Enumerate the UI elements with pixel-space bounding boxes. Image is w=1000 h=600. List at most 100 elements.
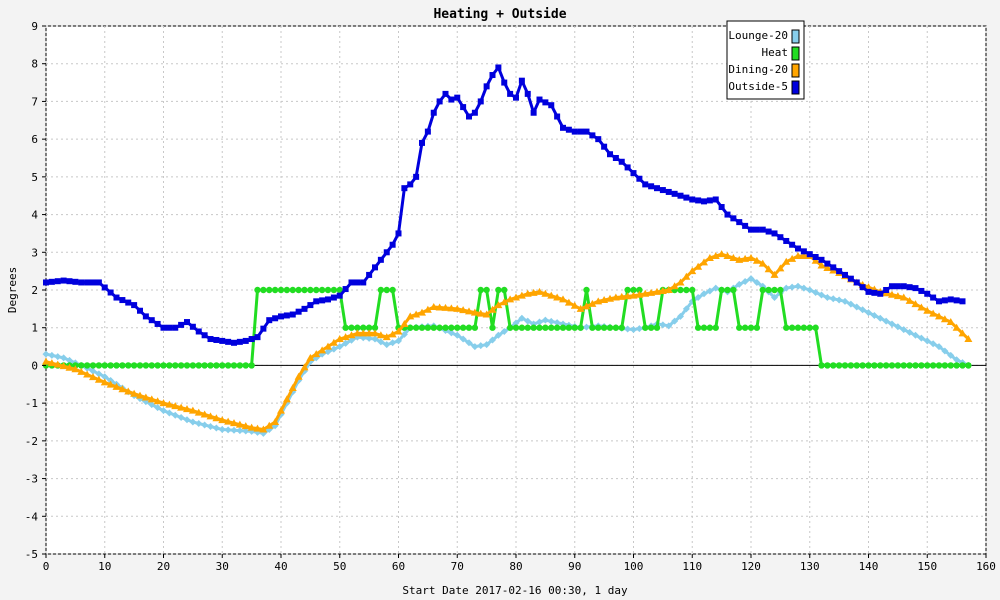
x-tick-label: 140 [859,560,879,573]
data-point-lounge-20 [524,317,532,325]
data-point-dining-20 [952,323,961,331]
data-point-lounge-20 [494,331,502,339]
data-point-lounge-20 [823,294,831,302]
data-point-dining-20 [764,265,773,273]
data-point-outside-5 [536,96,543,103]
data-point-heat [818,362,825,369]
x-tick-label: 10 [98,560,111,573]
data-point-lounge-20 [389,339,397,347]
data-point-heat [759,286,766,294]
data-point-dining-20 [893,292,902,300]
data-point-dining-20 [394,327,403,335]
data-point-lounge-20 [177,413,185,421]
data-point-heat [853,362,860,369]
data-point-heat [195,362,202,369]
data-point-heat [783,324,790,331]
data-point-outside-5 [795,245,801,252]
legend-label-lounge-20: Lounge-20 [728,29,788,42]
data-point-dining-20 [958,329,967,337]
data-point-outside-5 [413,173,420,180]
data-point-dining-20 [899,293,908,301]
x-tick-label: 130 [800,560,820,573]
data-point-dining-20 [288,384,297,392]
data-point-heat [953,362,960,369]
data-point-dining-20 [365,329,374,337]
data-point-dining-20 [341,333,350,341]
x-tick-label: 0 [43,560,50,573]
data-point-lounge-20 [917,334,925,342]
data-point-heat [830,362,837,369]
data-point-lounge-20 [806,286,814,294]
data-point-outside-5 [636,175,643,182]
data-point-dining-20 [423,305,432,313]
data-point-heat [636,286,643,294]
data-point-dining-20 [711,252,720,260]
data-point-dining-20 [194,408,203,416]
y-tick-label: 1 [31,322,38,335]
data-point-heat [824,362,831,369]
data-point-heat [730,286,737,294]
data-point-heat [788,324,796,331]
data-point-dining-20 [617,292,626,300]
data-point-dining-20 [124,387,133,395]
data-point-outside-5 [336,292,343,299]
data-point-outside-5 [236,338,243,345]
data-point-heat [600,324,608,331]
data-point-outside-5 [137,307,143,314]
data-point-outside-5 [648,183,655,190]
data-point-outside-5 [460,104,467,111]
data-point-outside-5 [513,94,519,101]
data-point-lounge-20 [536,318,543,326]
data-point-dining-20 [83,370,92,378]
data-point-dining-20 [923,306,932,314]
data-point-dining-20 [418,308,426,316]
data-point-outside-5 [430,109,437,116]
data-point-outside-5 [266,317,273,324]
data-point-outside-5 [706,197,713,204]
data-point-heat [248,362,255,369]
data-point-dining-20 [453,304,462,312]
data-point-dining-20 [888,290,896,298]
data-point-lounge-20 [635,325,643,333]
data-point-dining-20 [629,291,638,299]
data-point-dining-20 [594,297,603,305]
data-point-heat [959,362,966,369]
data-point-heat [683,286,690,294]
data-point-dining-20 [376,331,385,339]
data-point-heat [700,324,708,331]
data-point-dining-20 [159,399,168,407]
data-point-outside-5 [601,143,608,150]
data-point-dining-20 [817,261,826,269]
data-point-outside-5 [683,194,690,201]
data-point-lounge-20 [853,303,861,311]
data-point-heat [330,286,338,294]
data-point-heat [177,362,185,369]
data-point-lounge-20 [771,294,778,302]
data-point-outside-5 [448,96,455,103]
x-tick-label: 110 [682,560,702,573]
data-point-dining-20 [682,272,691,280]
data-point-lounge-20 [900,326,908,334]
data-point-outside-5 [471,109,478,116]
data-point-outside-5 [783,237,790,244]
data-point-lounge-20 [923,337,931,345]
data-point-heat [348,324,355,331]
legend-label-dining-20: Dining-20 [728,63,788,76]
data-point-dining-20 [312,350,321,358]
data-point-outside-5 [195,328,202,335]
data-point-dining-20 [335,335,344,343]
data-point-outside-5 [777,234,784,241]
data-point-outside-5 [941,297,948,304]
x-tick-label: 160 [976,560,996,573]
data-point-dining-20 [758,259,767,267]
data-point-heat [583,286,590,294]
data-point-heat [706,324,714,331]
legend-swatch-lounge-20 [791,29,800,44]
data-point-dining-20 [230,419,238,427]
data-point-outside-5 [366,271,373,278]
data-point-outside-5 [84,279,91,286]
data-point-dining-20 [541,289,550,297]
data-point-heat [965,362,972,369]
data-point-lounge-20 [888,320,896,328]
data-point-dining-20 [770,270,779,278]
